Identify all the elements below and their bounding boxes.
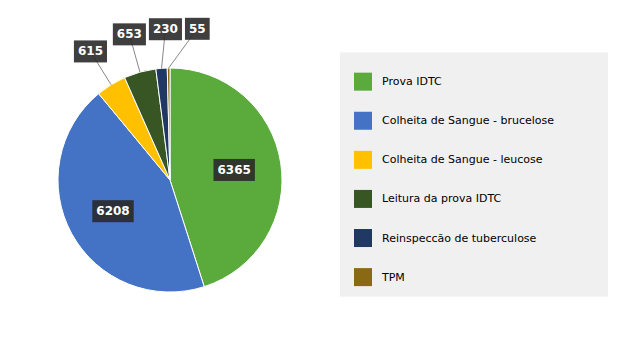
pie [58,68,282,292]
data-label: 6208 [96,204,129,218]
legend-label: Colheita de Sangue - brucelose [382,114,554,127]
data-label-group: 6365 [213,159,254,181]
data-label-box [213,159,254,181]
data-label-box [149,18,182,40]
data-label: 615 [78,44,103,58]
legend-swatch [354,268,372,286]
data-labels: 6365 6208 615 653 230 55 [74,18,255,222]
legend-swatch [354,229,372,247]
legend-swatch [354,151,372,169]
data-label-group: 653 [113,23,146,45]
data-label-group: 615 [74,40,107,62]
data-label: 55 [189,22,206,36]
data-label: 653 [117,27,142,41]
data-label-group: 55 [185,18,210,40]
legend-swatch [354,112,372,130]
data-label-group: 6208 [92,200,133,222]
data-label-group: 230 [149,18,182,40]
data-label-box [113,23,146,45]
legend-swatch [354,190,372,208]
data-label-box [92,200,133,222]
legend-label: Colheita de Sangue - leucose [382,153,543,166]
legend-background [340,52,608,296]
legend-label: Reinspeccão de tuberculose [382,232,537,245]
pie-slice [125,69,170,180]
chart: 6365 6208 615 653 230 55 Prova IDTC Colheita de… [0,0,621,349]
pie-slice [167,68,170,180]
data-label: 230 [153,22,178,36]
data-label-box [74,40,107,62]
pie-slice [156,68,170,180]
legend-label: Prova IDTC [382,75,442,88]
data-label: 6365 [217,163,250,177]
legend-swatch [354,73,372,91]
plot-area [58,68,282,292]
legend-label: TPM [381,271,405,284]
data-label-box [185,18,210,40]
legend: Prova IDTC Colheita de Sangue - brucelose… [340,52,608,296]
legend-label: Leitura da prova IDTC [382,192,502,205]
